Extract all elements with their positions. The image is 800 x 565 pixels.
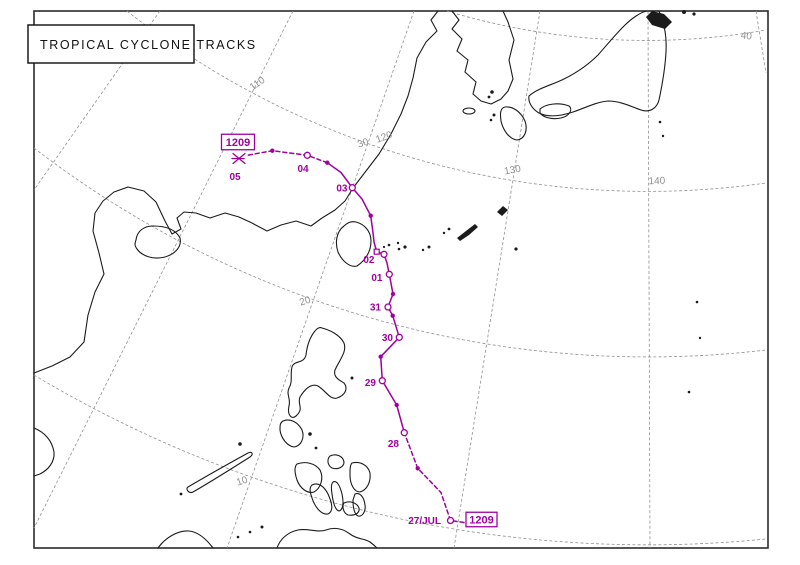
island-masbate — [327, 454, 345, 470]
track-date-label-28: 28 — [388, 439, 400, 450]
track-point-12utc — [270, 148, 275, 153]
island-luzon — [287, 327, 347, 418]
meridian-120e — [226, 10, 415, 549]
track-point-00utc-02 — [380, 250, 388, 258]
track-date-label-30: 30 — [382, 333, 394, 344]
island-honshu — [528, 10, 667, 117]
track-date-label-04: 04 — [297, 164, 309, 175]
meridian-130e — [453, 10, 541, 549]
coast-china-vietnam — [33, 10, 439, 374]
storm-id-box-end: 1209 — [220, 133, 256, 151]
coast-mindanao — [276, 527, 378, 549]
track-point-12utc — [325, 160, 330, 165]
parallel-30n — [126, 10, 767, 192]
track-segment-dashed-0 — [453, 520, 465, 524]
storm-track: 27/JUL 28 29 30 31 01 02 03 04 05 1209 1209 — [220, 133, 498, 528]
track-point-square — [373, 248, 380, 255]
track-segment-dashed-1 — [403, 431, 452, 522]
parallel-40n — [446, 10, 767, 41]
track-point-00utc-30 — [395, 333, 403, 341]
track-point-12utc — [368, 213, 373, 218]
island-okinawa — [457, 224, 478, 241]
latitude-label-10: 10 — [235, 474, 250, 488]
island-taiwan — [335, 221, 372, 267]
track-date-label-27/JUL: 27/JUL — [408, 516, 441, 527]
track-point-00utc-28 — [400, 429, 408, 437]
track-point-00utc-31 — [384, 303, 392, 311]
parallel-20n — [33, 147, 767, 358]
track-segment-dashed-3 — [245, 149, 329, 164]
track-point-00utc-27/JUL — [446, 516, 455, 525]
graticule — [33, 10, 767, 549]
island-amami — [497, 206, 508, 216]
track-point-00utc-04 — [303, 151, 311, 159]
title-box: TROPICAL CYCLONE TRACKS — [27, 24, 257, 64]
track-point-12utc — [378, 354, 383, 359]
track-point-12utc — [415, 466, 420, 471]
track-point-00utc-01 — [385, 270, 393, 278]
track-date-label-03: 03 — [336, 184, 348, 195]
storm-id-text: 1209 — [226, 137, 250, 149]
island-hokkaido-edge — [646, 11, 672, 29]
meridian-110e — [33, 10, 294, 529]
latitude-label-20: 20 — [298, 294, 313, 308]
track-date-label-05: 05 — [229, 172, 241, 183]
parallel-10n — [33, 374, 767, 546]
storm-id-box-start: 1209 — [465, 511, 498, 528]
island-hainan — [134, 225, 181, 259]
map-title: TROPICAL CYCLONE TRACKS — [40, 38, 257, 52]
island-mindoro — [279, 419, 304, 448]
track-date-label-01: 01 — [371, 273, 383, 284]
coast-borneo — [157, 530, 214, 549]
island-leyte — [352, 493, 366, 517]
track-point-00utc-29 — [378, 377, 386, 385]
track-date-label-02: 02 — [363, 255, 375, 266]
map-frame — [33, 10, 769, 549]
track-point-00utc-03 — [348, 184, 356, 192]
meridian-140e — [647, 10, 651, 549]
small-islands — [179, 10, 702, 539]
track-point-12utc — [394, 402, 399, 408]
storm-id-box-border — [220, 133, 256, 151]
track-date-label-29: 29 — [365, 378, 377, 389]
longitude-label-140: 140 — [648, 176, 665, 188]
track-date-label-31: 31 — [370, 303, 382, 314]
storm-id-text: 1209 — [469, 515, 493, 527]
dissipation-mark — [231, 152, 246, 165]
meridian-150e — [755, 10, 767, 74]
coast-mekong-delta — [33, 427, 55, 477]
island-cebu — [330, 481, 344, 512]
island-negros — [309, 483, 333, 515]
track-point-12utc — [390, 313, 395, 318]
storm-id-box-border — [465, 511, 498, 528]
longitude-label-130: 130 — [503, 164, 522, 178]
island-kyushu — [499, 106, 527, 141]
track-point-12utc — [390, 291, 396, 297]
island-jeju — [462, 107, 476, 115]
coastlines — [33, 10, 667, 549]
latitude-label-30: 30 — [356, 136, 371, 150]
island-palawan — [186, 451, 253, 493]
island-panay — [294, 462, 323, 493]
coast-korea — [451, 10, 515, 105]
latitude-label-40: 40 — [740, 30, 753, 42]
island-samar — [349, 461, 371, 493]
